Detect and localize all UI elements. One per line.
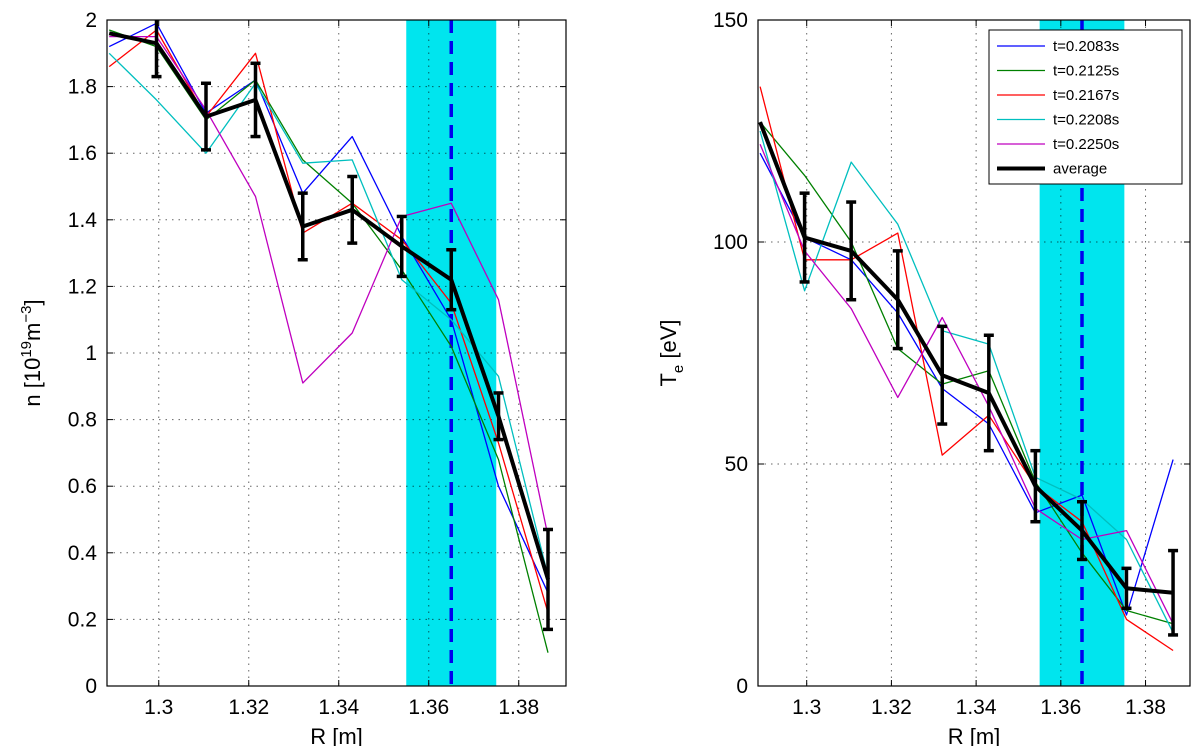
x-tick-label: 1.3 — [792, 696, 821, 719]
y-axis-label: n [1019m−3] — [18, 299, 45, 406]
temperature-chart: 1.3 1.32 1.34 1.36 1.38 0 50 100 150 R [m] Te [eV]… — [656, 9, 1191, 746]
series-group — [108, 20, 553, 653]
axes-box — [757, 19, 1191, 687]
series-line-average — [108, 31, 550, 580]
density-chart: 1.3 1.32 1.34 1.36 1.38 0 0.2 0.4 0.6 0.8 1 1.2 1.4 1… — [18, 9, 567, 746]
y-tick-label: 100 — [713, 231, 748, 254]
x-tick-label: 1.32 — [228, 696, 269, 719]
series-line-t=0.2125s — [759, 121, 1174, 625]
y-tick-label: 1.2 — [68, 275, 97, 298]
legend: t=0.2083s t=0.2125s t=0.2167s t=0.2208s t=0.… — [988, 29, 1183, 185]
y-tick-label: 1.4 — [68, 209, 98, 232]
y-tick-label: 1.8 — [68, 76, 97, 99]
y-tick-label: 50 — [725, 453, 748, 476]
y-tick-label: 0 — [85, 675, 97, 698]
y-tick-label: 1 — [85, 342, 97, 365]
legend-label: t=0.2125s — [1053, 63, 1119, 80]
legend-label: t=0.2167s — [1053, 87, 1119, 104]
series-group — [758, 86, 1179, 652]
series-line-average — [758, 121, 1174, 595]
x-tick-label: 1.34 — [956, 696, 997, 719]
y-tick-label: 2 — [85, 9, 97, 32]
x-tick-label: 1.36 — [1040, 696, 1081, 719]
y-tick-label: 150 — [713, 9, 748, 32]
legend-label: t=0.2250s — [1053, 136, 1119, 153]
y-tick-label: 0 — [736, 675, 748, 698]
y-axis-label: Te [eV] — [656, 319, 687, 386]
legend-label: t=0.2208s — [1053, 112, 1119, 129]
series-line-t=0.2083s — [759, 152, 1174, 616]
series-line-t=0.2250s — [109, 35, 549, 537]
legend-label: t=0.2083s — [1053, 38, 1119, 55]
y-tick-label: 0.6 — [68, 475, 97, 498]
series-line-t=0.2250s — [759, 144, 1174, 625]
legend-box — [988, 29, 1183, 185]
legend-label: average — [1053, 161, 1107, 178]
x-tick-label: 1.38 — [1125, 696, 1166, 719]
y-tick-label: 0.2 — [68, 608, 97, 631]
y-tick-label: 0.8 — [68, 409, 97, 432]
x-axis-label: R [m] — [310, 724, 363, 746]
series-line-t=0.2167s — [759, 86, 1174, 652]
x-tick-label: 1.36 — [408, 696, 449, 719]
x-tick-label: 1.3 — [144, 696, 173, 719]
x-tick-label: 1.38 — [498, 696, 539, 719]
y-tick-label: 0.4 — [68, 542, 98, 565]
series-line-t=0.2208s — [759, 130, 1174, 633]
x-axis-label: R [m] — [948, 724, 1001, 746]
x-tick-label: 1.32 — [871, 696, 912, 719]
x-tick-label: 1.34 — [318, 696, 359, 719]
y-tick-label: 1.6 — [68, 142, 97, 165]
